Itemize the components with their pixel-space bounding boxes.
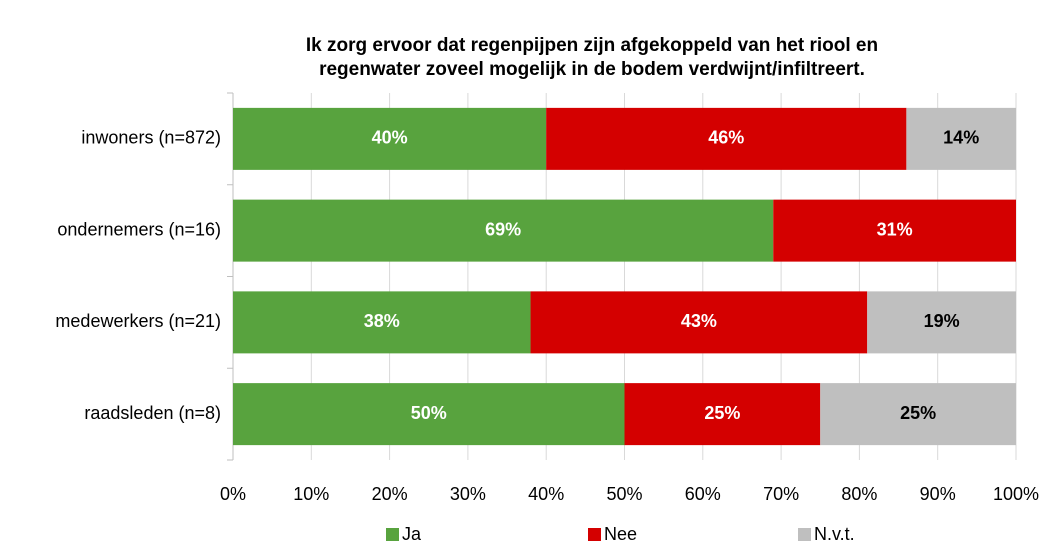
legend-swatch	[798, 528, 811, 541]
x-tick-label: 90%	[920, 484, 956, 504]
y-tick-label: ondernemers (n=16)	[57, 219, 221, 239]
y-tick-label: raadsleden (n=8)	[84, 403, 221, 423]
x-tick-label: 50%	[606, 484, 642, 504]
x-tick-label: 60%	[685, 484, 721, 504]
bar-segment	[820, 383, 1016, 446]
bar-segment	[233, 107, 547, 170]
legend-label: N.v.t.	[814, 524, 855, 544]
y-tick-label: inwoners (n=872)	[81, 128, 221, 148]
value-label: 25%	[704, 403, 740, 423]
legend-label: Ja	[402, 524, 422, 544]
bar-segment	[233, 291, 531, 354]
value-label: 40%	[372, 128, 408, 148]
value-label: 43%	[681, 311, 717, 331]
bar-segment	[624, 383, 821, 446]
x-tick-label: 30%	[450, 484, 486, 504]
bar-segment	[233, 199, 774, 262]
x-tick-label: 70%	[763, 484, 799, 504]
bar-segment	[233, 383, 625, 446]
value-label: 46%	[708, 128, 744, 148]
bar-segment	[546, 107, 907, 170]
bar-segment	[773, 199, 1016, 262]
legend-label: Nee	[604, 524, 637, 544]
x-tick-label: 80%	[841, 484, 877, 504]
chart-title: Ik zorg ervoor dat regenpijpen zijn afge…	[306, 35, 878, 56]
y-tick-label: medewerkers (n=21)	[55, 311, 221, 331]
bar-segment	[906, 107, 1016, 170]
x-tick-label: 20%	[372, 484, 408, 504]
bar-segment	[530, 291, 868, 354]
value-label: 69%	[485, 219, 521, 239]
x-tick-label: 40%	[528, 484, 564, 504]
legend-swatch	[588, 528, 601, 541]
value-label: 25%	[900, 403, 936, 423]
value-label: 31%	[877, 219, 913, 239]
bar-segment	[867, 291, 1016, 354]
chart-title: regenwater zoveel mogelijk in de bodem v…	[319, 59, 865, 80]
value-label: 14%	[943, 128, 979, 148]
x-tick-label: 100%	[993, 484, 1039, 504]
legend-swatch	[386, 528, 399, 541]
x-tick-label: 0%	[220, 484, 246, 504]
value-label: 50%	[411, 403, 447, 423]
x-tick-label: 10%	[293, 484, 329, 504]
value-label: 19%	[924, 311, 960, 331]
value-label: 38%	[364, 311, 400, 331]
